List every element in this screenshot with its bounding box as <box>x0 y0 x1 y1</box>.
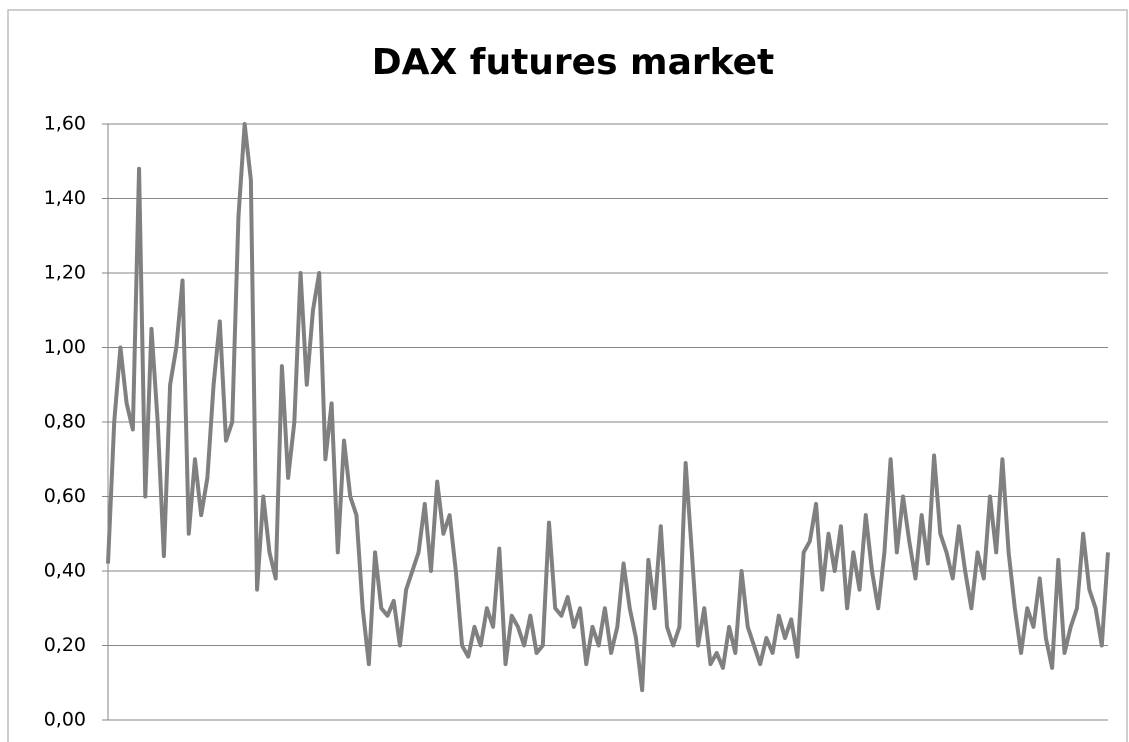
y-tick-label: 0,80 <box>44 411 86 433</box>
data-line <box>106 122 1110 693</box>
y-tick-label: 0,60 <box>44 485 86 507</box>
chart-title: DAX futures market <box>372 42 774 83</box>
y-tick-label: 1,40 <box>44 187 86 209</box>
y-tick-label: 0,00 <box>44 709 86 731</box>
y-tick-label: 0,40 <box>44 560 86 582</box>
chart-frame <box>7 9 1128 742</box>
y-tick-label: 1,00 <box>44 336 86 358</box>
y-tick-label: 1,20 <box>44 262 86 284</box>
y-tick-label: 1,60 <box>44 113 86 135</box>
y-tick-label: 0,20 <box>44 634 86 656</box>
